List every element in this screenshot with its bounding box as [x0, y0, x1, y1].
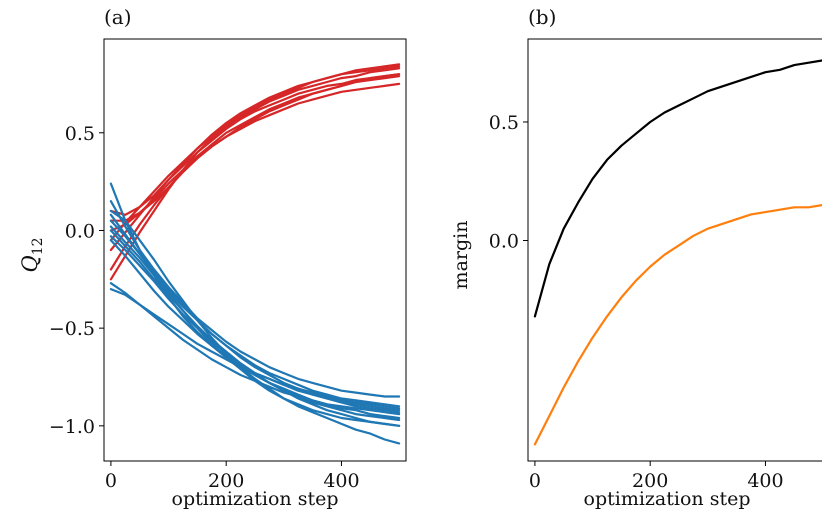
panel-a-series-line [109, 65, 401, 242]
panel-a-x-axis-label: optimization step [172, 488, 339, 510]
panel-a-y-tick-label: 0.0 [65, 220, 95, 242]
panel-a-series-line [109, 67, 401, 281]
panel-a-series-line [109, 73, 401, 216]
panel-a-series-line [109, 288, 401, 410]
panel-a-y-axis-label-main: Q [18, 255, 42, 272]
panel-a: (a) 0 200 400 0.5 0.0 −0.5 −1.0 optimization … [18, 5, 407, 510]
panel-b-x-tick-label: 200 [632, 470, 668, 492]
panel-a-series-line [109, 213, 401, 427]
panel-a-series-line [109, 200, 401, 398]
panel-b-y-axis-label: margin [450, 221, 472, 290]
panel-a-series-line [109, 219, 401, 414]
panel-a-y-tick-label: −1.0 [49, 416, 95, 438]
panel-a-series-line [109, 282, 401, 416]
panel-b-series [533, 59, 822, 446]
panel-a-x-tick-label: 200 [208, 470, 244, 492]
panel-a-x-tick-label: 400 [323, 470, 359, 492]
panel-a-series-line [109, 239, 401, 412]
panel-a-x-tick-label: 0 [105, 470, 117, 492]
panel-b-x-axis-label: optimization step [584, 488, 751, 510]
panel-b-y-tick-label: 0.0 [489, 231, 519, 253]
panel-a-series [109, 63, 401, 445]
panel-a-series-line [109, 225, 401, 408]
panel-a-y-tick-label: −0.5 [49, 318, 95, 340]
panel-b-frame [527, 38, 822, 462]
panel-a-x-ticks: 0 200 400 [105, 461, 360, 492]
panel-a-series-line [109, 74, 401, 232]
panel-b-series-line [533, 59, 822, 318]
panel-b-x-ticks: 0 200 400 [529, 461, 784, 492]
panel-b-series-line [533, 204, 822, 446]
panel-b-x-tick-label: 400 [747, 470, 783, 492]
panel-a-series-line [109, 235, 401, 422]
panel-a-y-axis-label-sub: 12 [30, 237, 46, 255]
panel-a-label: (a) [104, 5, 132, 29]
panel-b: (b) 0 200 400 0.5 0.0 optimization step mar… [450, 5, 822, 510]
panel-a-series-line [109, 209, 401, 445]
panel-a-series-line [109, 82, 401, 271]
panel-b-x-tick-label: 0 [529, 470, 541, 492]
panel-a-series-line [109, 182, 401, 420]
panel-a-y-tick-label: 0.5 [65, 123, 95, 145]
panel-b-label: (b) [528, 5, 556, 29]
panel-a-y-ticks: 0.5 0.0 −0.5 −1.0 [49, 123, 104, 438]
panel-b-y-ticks: 0.5 0.0 [489, 112, 528, 253]
panel-a-series-line [109, 63, 401, 252]
panel-a-y-axis-label: Q12 [18, 237, 46, 272]
panel-a-frame [103, 38, 407, 462]
panel-b-y-tick-label: 0.5 [489, 112, 519, 134]
